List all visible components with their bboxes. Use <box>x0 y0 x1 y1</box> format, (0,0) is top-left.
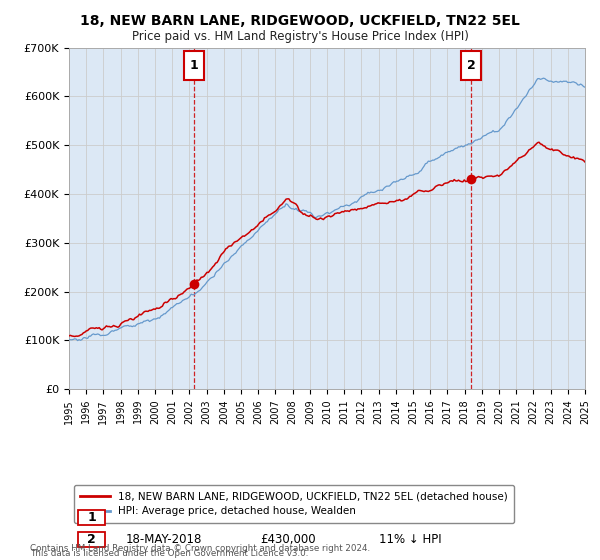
Text: 2: 2 <box>467 59 476 72</box>
Text: 18-MAY-2018: 18-MAY-2018 <box>126 533 202 546</box>
Text: 11% ↓ HPI: 11% ↓ HPI <box>379 533 441 546</box>
Text: Price paid vs. HM Land Registry's House Price Index (HPI): Price paid vs. HM Land Registry's House … <box>131 30 469 43</box>
Text: 12-APR-2002: 12-APR-2002 <box>126 511 202 524</box>
Text: 2: 2 <box>88 533 96 546</box>
Bar <box>184 51 204 80</box>
Text: £215,000: £215,000 <box>260 511 316 524</box>
Bar <box>78 532 105 547</box>
Text: 1: 1 <box>88 511 96 524</box>
Bar <box>461 51 481 80</box>
Text: 18, NEW BARN LANE, RIDGEWOOD, UCKFIELD, TN22 5EL: 18, NEW BARN LANE, RIDGEWOOD, UCKFIELD, … <box>80 14 520 28</box>
Legend: 18, NEW BARN LANE, RIDGEWOOD, UCKFIELD, TN22 5EL (detached house), HPI: Average : 18, NEW BARN LANE, RIDGEWOOD, UCKFIELD, … <box>74 485 514 522</box>
Bar <box>78 510 105 525</box>
Text: Contains HM Land Registry data © Crown copyright and database right 2024.: Contains HM Land Registry data © Crown c… <box>30 544 370 553</box>
Text: £430,000: £430,000 <box>260 533 316 546</box>
Text: This data is licensed under the Open Government Licence v3.0.: This data is licensed under the Open Gov… <box>30 549 308 558</box>
Text: 1: 1 <box>190 59 199 72</box>
Text: 1% ↓ HPI: 1% ↓ HPI <box>379 511 434 524</box>
